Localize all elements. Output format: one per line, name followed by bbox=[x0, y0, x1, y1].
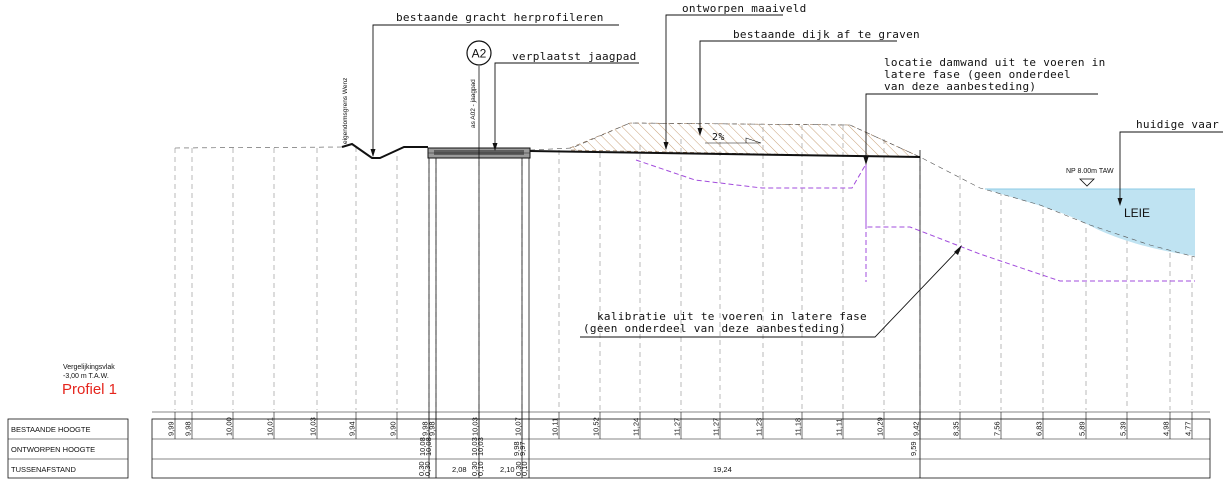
note-damwand-3: van deze aanbesteding) bbox=[884, 80, 1036, 93]
existing-height: 9,98 bbox=[184, 421, 193, 436]
row-label-existing: BESTAANDE HOOGTE bbox=[11, 425, 90, 434]
designed-height: 10,03 bbox=[476, 437, 485, 456]
existing-height: 10,11 bbox=[551, 418, 560, 436]
existing-height: 9,99 bbox=[167, 421, 176, 436]
designed-height: 9,98 bbox=[512, 441, 521, 456]
distance-value: 0,30 bbox=[514, 461, 523, 476]
distance-values: 0,300,30 2,08 0,300,10 2,10 0,300,10 19,24 bbox=[417, 461, 732, 476]
profile-title: Profiel 1 bbox=[62, 381, 117, 398]
existing-height: 8,35 bbox=[952, 421, 961, 436]
existing-height: 11,11 bbox=[835, 418, 844, 436]
existing-height: 5,39 bbox=[1119, 421, 1128, 436]
river-label: LEIE bbox=[1124, 206, 1150, 220]
distance-value: 0,30 bbox=[423, 461, 432, 476]
note-dijk: bestaande dijk af te graven bbox=[733, 28, 920, 41]
existing-height: 9,90 bbox=[389, 421, 398, 436]
designed-height: 10,08 bbox=[418, 437, 427, 456]
existing-height: 6,83 bbox=[1035, 421, 1044, 436]
distance-value: 0,30 bbox=[417, 461, 426, 476]
note-maaiveld: ontworpen maaiveld bbox=[682, 2, 807, 15]
reference-plane-value: -3,00 m T.A.W. bbox=[63, 373, 109, 380]
distance-value: 0,10 bbox=[476, 461, 485, 476]
slope-label: 2% bbox=[712, 132, 725, 143]
existing-height: 11,24 bbox=[632, 418, 641, 436]
existing-height: 10,52 bbox=[592, 417, 601, 436]
row-label-distance: TUSSENAFSTAND bbox=[11, 465, 76, 474]
note-vaarweg: huidige vaar bbox=[1136, 118, 1219, 131]
existing-height: 9,94 bbox=[348, 421, 357, 436]
existing-height: 9,42 bbox=[912, 421, 921, 436]
note-kalibratie-1: kalibratie uit te voeren in latere fase bbox=[597, 310, 867, 323]
axis-label: as A02 - jaagpad bbox=[470, 79, 477, 128]
existing-height: 10,03 bbox=[309, 417, 318, 436]
arrowheads bbox=[370, 128, 1123, 255]
row-label-designed: ONTWORPEN HOOGTE bbox=[11, 445, 95, 454]
note-damwand-2: latere fase (geen onderdeel bbox=[884, 68, 1071, 81]
distance-value: 2,10 bbox=[500, 465, 515, 474]
water-level-label: NP 8.00m TAW bbox=[1066, 168, 1114, 175]
annotation-leaders bbox=[372, 14, 1223, 338]
distance-value: 0,10 bbox=[520, 461, 529, 476]
reference-plane-label: Vergelijkingsvlak bbox=[63, 364, 115, 371]
section-tag-circle bbox=[466, 40, 492, 66]
existing-height: 10,00 bbox=[225, 417, 234, 436]
note-kalibratie-2: (geen onderdeel van deze aanbesteding) bbox=[583, 322, 846, 335]
data-table: BESTAANDE HOOGTE ONTWORPEN HOOGTE TUSSEN… bbox=[7, 411, 1211, 479]
note-gracht: bestaande gracht herprofileren bbox=[396, 11, 604, 24]
station-grid bbox=[174, 125, 1193, 478]
existing-height: 11,27 bbox=[712, 418, 721, 436]
existing-height: 11,23 bbox=[755, 418, 764, 436]
distance-value: 0,30 bbox=[470, 461, 479, 476]
note-damwand-1: locatie damwand uit te voeren in bbox=[884, 56, 1106, 69]
designed-height: 9,97 bbox=[518, 441, 527, 456]
existing-height: 7,56 bbox=[993, 421, 1002, 436]
designed-ground-line bbox=[341, 142, 921, 159]
designed-height: 9,59 bbox=[909, 441, 918, 456]
distance-value: 19,24 bbox=[713, 465, 732, 474]
existing-height: 9,98 bbox=[421, 421, 430, 436]
future-calibration-line bbox=[635, 159, 1195, 282]
existing-height: 11,18 bbox=[794, 418, 803, 436]
existing-height: 10,03 bbox=[471, 417, 480, 436]
existing-height: 10,07 bbox=[514, 417, 523, 436]
existing-height: 10,01 bbox=[266, 417, 275, 436]
distance-value: 2,08 bbox=[452, 465, 467, 474]
existing-height-values: 9,99 9,98 10,00 10,01 10,03 9,94 9,90 9,989,98 1… bbox=[167, 417, 1193, 436]
water-body bbox=[985, 189, 1195, 256]
section-tag: A2 bbox=[472, 47, 487, 61]
existing-ground-line bbox=[174, 122, 1196, 258]
existing-height: 4,98 bbox=[1162, 421, 1171, 436]
designed-height: 10,08 bbox=[424, 437, 433, 456]
existing-height: 4,77 bbox=[1184, 421, 1193, 436]
property-boundary-label: eigendomsgrens Wenz bbox=[342, 78, 349, 144]
water-level-symbol bbox=[1079, 178, 1095, 187]
note-jaagpad: verplaatst jaagpad bbox=[512, 50, 637, 63]
existing-height: 11,27 bbox=[673, 418, 682, 436]
existing-height: 5,89 bbox=[1078, 421, 1087, 436]
existing-height: 10,29 bbox=[876, 417, 885, 436]
designed-height: 10,03 bbox=[470, 437, 479, 456]
existing-height: 9,98 bbox=[428, 421, 437, 436]
